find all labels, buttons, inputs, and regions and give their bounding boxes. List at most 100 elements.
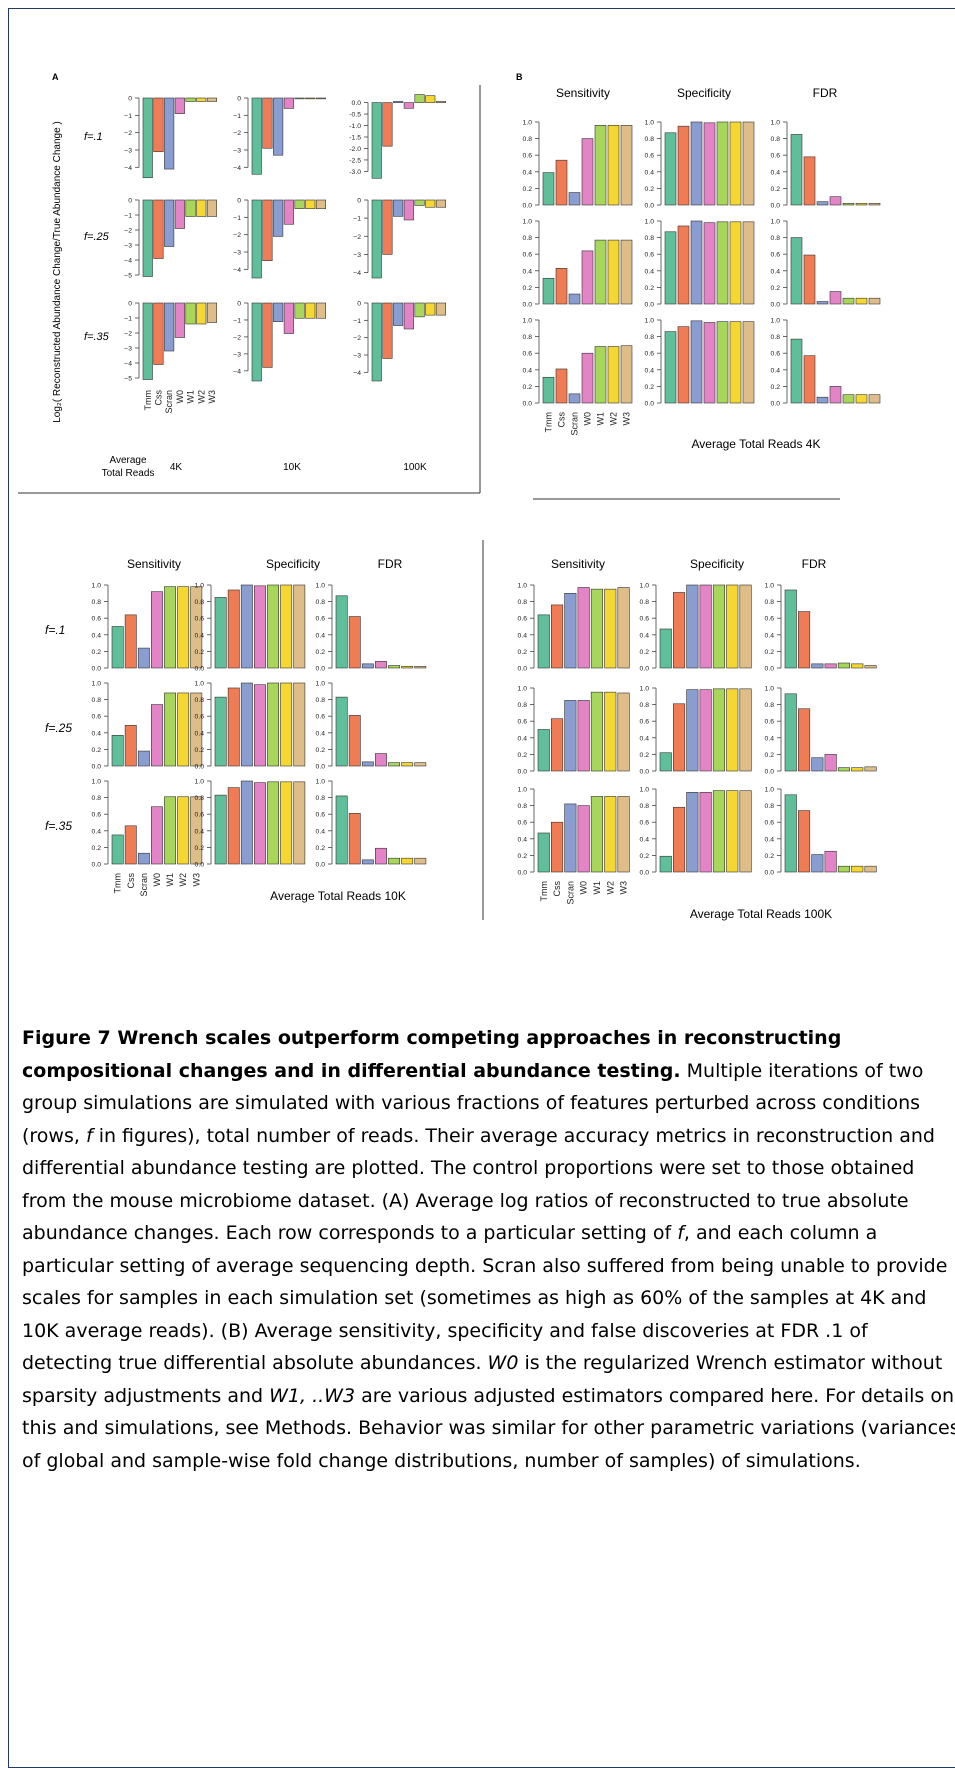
b-4k-chart-bar-w2 (729, 321, 742, 404)
b-4k-method-label-tmm: Tmm (544, 412, 554, 433)
b-10k-chart-tick-label: 1.0 (316, 681, 326, 688)
b-100k-chart-bar-tmm (784, 693, 797, 772)
b-10k-chart-bar-w0 (374, 661, 387, 669)
b-10k-chart-tick-label: 0.2 (92, 747, 102, 754)
panel-a-chart-bar-css (153, 97, 164, 153)
b-10k-chart-bar-w1 (267, 781, 279, 865)
b-4k-chart-tick-label: 0.2 (523, 285, 533, 292)
b-10k-chart-tick-label: 0.0 (316, 862, 326, 869)
b-100k-chart-tick-label: 0.8 (640, 702, 650, 709)
b-100k-chart-bar-scran (686, 689, 699, 772)
b-10k-chart-tick-label: 0.0 (195, 862, 205, 869)
b-4k-chart-bar-tmm (790, 237, 803, 305)
panel-a-chart-bar-w0 (283, 199, 294, 225)
panel-a-method-label-w2: W2 (196, 390, 206, 404)
b-10k-chart-bar-w0 (374, 753, 387, 767)
b-4k-chart-tick-label: 0.6 (771, 351, 781, 358)
b-100k-chart-bar-w2 (604, 588, 617, 669)
panel-a-chart-tick-label: −3 (124, 243, 132, 250)
b-100k-chart-tick-label: 0.8 (518, 599, 528, 606)
b-100k-method-label-css: Css (552, 881, 562, 897)
b-10k-chart-tick-label: 0.0 (92, 862, 102, 869)
b-100k-method-label-w1: W1 (592, 881, 602, 895)
panel-a-chart-bar-w3 (315, 97, 327, 100)
b-100k-chart-tick-label: 1.0 (640, 686, 650, 693)
b-100k-chart-tick-label: 0.6 (640, 820, 650, 827)
b-10k-metric-title: Specificity (266, 557, 320, 571)
b-100k-chart-tick-label: 0.8 (765, 599, 775, 606)
b-4k-chart-bar-tmm (664, 132, 677, 206)
panel-a-chart-bar-w2 (196, 199, 207, 217)
b-10k-chart-tick-label: 0.2 (316, 747, 326, 754)
b-10k-chart-bar-css (348, 715, 361, 767)
b-4k-chart-bar-w2 (855, 297, 868, 305)
b-4k-method-label-scran: Scran (570, 412, 580, 436)
b-100k-chart-bar-w3 (864, 766, 877, 772)
panel-a-chart-tick-label: 0.0 (352, 100, 362, 107)
b-10k-footer: Average Total Reads 10K (270, 889, 406, 903)
b-100k-chart-tick-label: 0.6 (765, 719, 775, 726)
b-10k-metric-title: Sensitivity (127, 557, 181, 571)
b-100k-chart-bar-css (550, 604, 564, 669)
b-10k-chart-tick-label: 0.6 (92, 714, 102, 721)
b-100k-chart-bar-w2 (604, 796, 617, 873)
panel-a-chart-bar-w3 (206, 199, 217, 217)
panel-a-chart-tick-label: 0 (128, 198, 132, 205)
b-10k-chart-bar-scran (240, 682, 253, 767)
b-100k-chart-bar-w0 (699, 584, 712, 669)
b-10k-chart-bar-w3 (293, 682, 306, 767)
b-4k-chart-bar-w1 (716, 321, 729, 404)
b-100k-chart-tick-label: 0.4 (765, 632, 775, 639)
panel-a-chart-tick-label: −2 (124, 331, 132, 338)
b-100k-chart-bar-tmm (659, 628, 672, 669)
b-10k-chart-bar-scran (361, 761, 374, 767)
b-4k-chart-tick-label: 1.0 (771, 120, 781, 127)
b-10k-chart-bar-w2 (177, 692, 190, 767)
b-4k-chart-tick-label: 0.6 (645, 153, 655, 160)
b-10k-chart-tick-label: 0.4 (195, 632, 205, 639)
panel-a-chart-bar-w2 (425, 302, 436, 316)
b-4k-chart-bar-w1 (842, 203, 855, 206)
b-100k-chart-bar-w1 (712, 584, 726, 669)
b-100k-chart-bar-tmm (537, 729, 550, 772)
panel-a-method-label-w3: W3 (207, 390, 217, 404)
b-10k-row-label: f=.1 (45, 623, 65, 637)
b-4k-chart-tick-label: 0.8 (645, 235, 655, 242)
panel-a-chart-bar-css (262, 302, 273, 368)
b-100k-method-label-w3: W3 (619, 881, 629, 895)
panel-a-chart-tick-label: −4 (233, 165, 241, 172)
b-10k-chart-tick-label: 0.0 (92, 666, 102, 673)
b-4k-chart-bar-scran (568, 192, 581, 206)
b-10k-chart-tick-label: 1.0 (195, 583, 205, 590)
panel-a-row-label: f=.35 (84, 331, 110, 343)
b-10k-chart-tick-label: 1.0 (195, 681, 205, 688)
panel-a-chart-bar-scran (393, 101, 404, 103)
b-4k-chart-bar-w1 (842, 394, 855, 404)
caption-body-2: in figures), total number of reads. Thei… (22, 1124, 935, 1245)
panel-a-chart-bar-w1 (185, 302, 196, 325)
panel-a-chart-bar-tmm (251, 97, 262, 175)
b-4k-chart-tick-label: 0.0 (645, 203, 655, 210)
b-4k-chart-tick-label: 0.2 (771, 384, 781, 391)
b-4k-chart-tick-label: 0.0 (645, 302, 655, 309)
panel-a-chart-tick-label: 0 (237, 96, 241, 103)
panel-a-chart-tick-label: −2 (233, 334, 241, 341)
b-10k-method-label-w0: W0 (152, 873, 162, 887)
b-10k-chart-tick-label: 0.4 (316, 828, 326, 835)
b-4k-chart-bar-w0 (829, 386, 842, 404)
panel-a-chart-tick-label: −4 (353, 270, 361, 277)
b-100k-chart-tick-label: 0.6 (518, 719, 528, 726)
b-100k-chart-bar-w2 (726, 688, 739, 772)
b-10k-chart-tick-label: 0.2 (92, 845, 102, 852)
b-100k-chart-tick-label: 0.6 (765, 820, 775, 827)
b-100k-chart-tick-label: 0.6 (765, 616, 775, 623)
b-4k-chart-bar-css (555, 159, 568, 206)
panel-a-chart-bar-w1 (414, 302, 425, 318)
panel-a-chart-tick-label: −3 (124, 346, 132, 353)
b-100k-chart-tick-label: 1.0 (640, 787, 650, 794)
b-4k-chart-bar-css (803, 156, 816, 206)
panel-a-chart-tick-label: −1 (124, 316, 132, 323)
b-10k-chart-bar-w2 (401, 857, 414, 865)
b-10k-chart-bar-w3 (293, 584, 306, 669)
b-4k-chart-bar-w2 (607, 239, 620, 305)
